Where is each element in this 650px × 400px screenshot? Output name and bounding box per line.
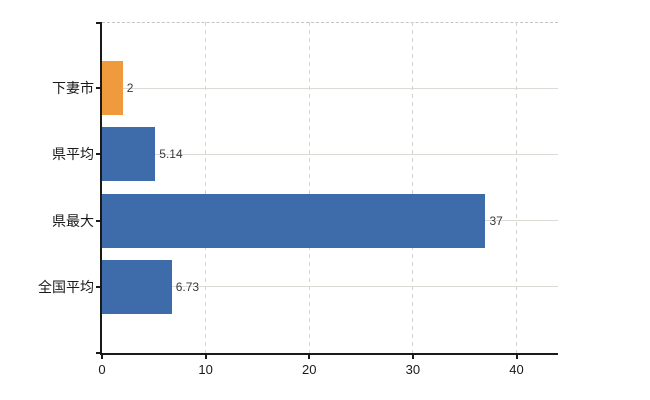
x-axis-tick-20: [308, 353, 311, 359]
x-axis-tick-10: [204, 353, 207, 359]
bar-value-label: 6.73: [175, 279, 200, 294]
vertical-gridline-10: [205, 22, 207, 353]
y-axis-tick: [96, 87, 102, 90]
x-axis-tick-30: [411, 353, 414, 359]
horizontal-gridline: [102, 153, 558, 155]
bar-下妻市: [102, 61, 123, 116]
bar-value-label: 37: [489, 213, 503, 228]
vertical-gridline-30: [412, 22, 414, 353]
bar-全国平均: [102, 259, 172, 314]
horizontal-gridline: [102, 286, 558, 288]
x-axis-tick-label: 10: [198, 362, 213, 377]
category-label: 県平均: [52, 146, 94, 163]
y-axis-end-tick-top: [96, 22, 102, 24]
x-axis: [100, 353, 558, 355]
x-axis-tick-label: 20: [302, 362, 317, 377]
y-axis: [100, 22, 102, 353]
bar-value-label: 2: [126, 81, 134, 96]
category-label: 下妻市: [52, 80, 94, 97]
bar-value-label: 5.14: [159, 147, 183, 162]
x-axis-tick-0: [101, 353, 103, 359]
y-axis-tick: [96, 219, 102, 222]
x-axis-tick-label: 30: [405, 362, 421, 377]
category-label: 県最大: [52, 212, 94, 229]
bar-県平均: [102, 127, 156, 182]
horizontal-gridline: [102, 87, 558, 89]
y-axis-tick: [96, 285, 102, 288]
vertical-gridline-20: [308, 22, 310, 353]
x-axis-tick-40: [515, 353, 518, 359]
y-axis-end-tick-bottom: [96, 352, 102, 354]
x-axis-tick-label: 0: [98, 362, 106, 377]
x-axis-tick-label: 40: [509, 362, 524, 377]
bar-県最大: [102, 193, 486, 248]
vertical-gridline-40: [516, 22, 518, 353]
plot-top-border: [102, 22, 558, 23]
plot-area: 2 5.14 37 6.73: [102, 22, 558, 353]
y-axis-tick: [96, 153, 102, 156]
category-label: 全国平均: [38, 278, 94, 295]
